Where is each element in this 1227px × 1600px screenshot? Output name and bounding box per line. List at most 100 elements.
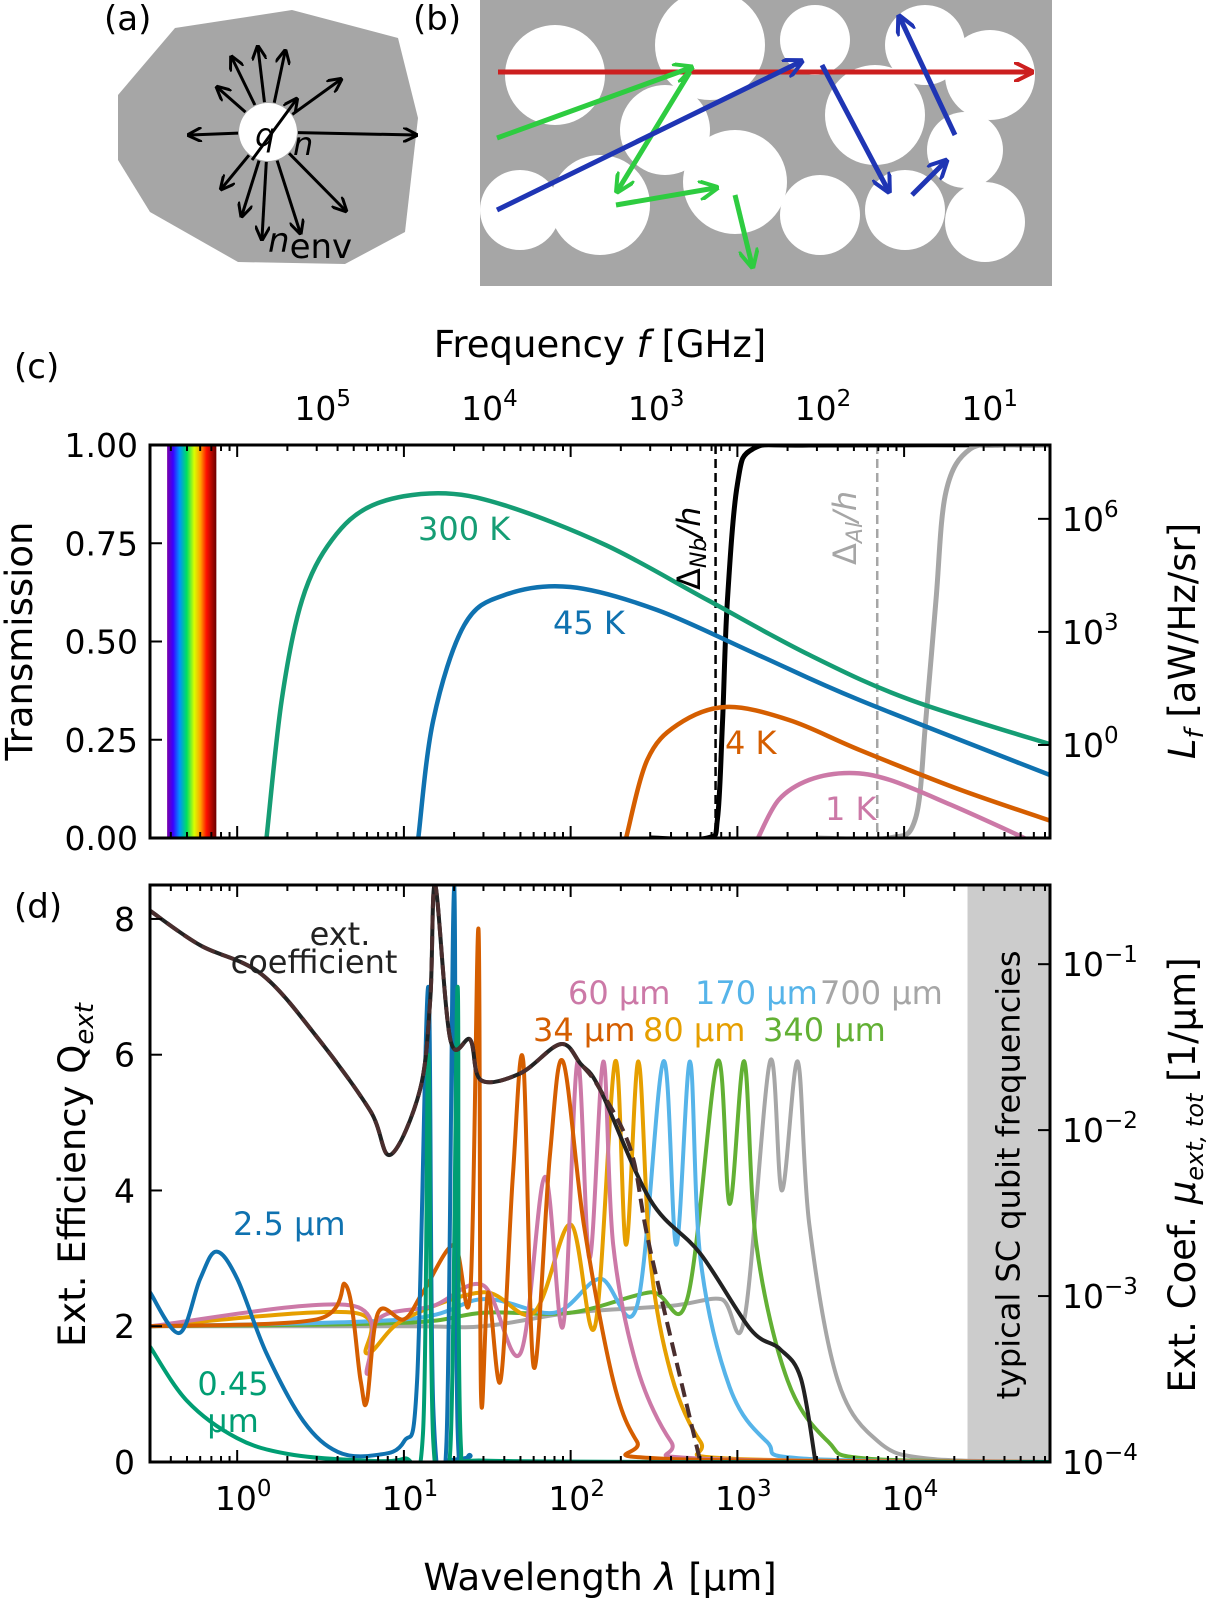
- panel-label-a: (a): [104, 0, 151, 39]
- top-tick-label: 102: [795, 386, 852, 428]
- panel-c-chart: 0.00 0.25 0.50 0.75 1.00 105 104 103 102 101 100 10…: [0, 323, 1210, 858]
- y-tick-label: 2: [114, 1307, 135, 1346]
- ray-arrow-icon: [732, 194, 752, 265]
- arrow-icon: [288, 152, 345, 210]
- scatterer-circle: [927, 112, 1003, 188]
- arrow-icon: [242, 160, 261, 215]
- label-60um: 60 µm: [568, 974, 670, 1012]
- arrow-icon: [218, 88, 247, 114]
- label-2-5um: 2.5 µm: [233, 1205, 346, 1243]
- radiance-curve-45k: [416, 584, 1050, 838]
- label-gap-al: ΔAl/h: [826, 491, 868, 565]
- y-tick-label: 4: [114, 1171, 135, 1210]
- ray-arrow-icon: [495, 62, 800, 213]
- y-axis-title-d: Ext. Efficiency Qext: [51, 1002, 100, 1347]
- arrow-icon: [297, 133, 415, 135]
- ray-arrow-icon: [615, 188, 715, 208]
- scatterer-circle: [780, 175, 860, 255]
- scatterer-circle: [865, 170, 945, 250]
- x-tick-label: 102: [548, 1476, 605, 1518]
- qext-curve-045m: [150, 984, 1050, 1462]
- y-tick-label: 0.50: [65, 623, 138, 662]
- plot-frame-d: [148, 883, 1052, 1464]
- qext-curve-34m: [150, 927, 1050, 1462]
- x-tick-label: 100: [215, 1476, 272, 1518]
- right-tick-label: 10−1: [1062, 942, 1138, 984]
- label-0-45um-line1: 0.45: [197, 1365, 268, 1403]
- label-gap-nb: ΔNb/h: [670, 507, 712, 590]
- arrow-icon: [222, 154, 251, 188]
- top-tick-label: 103: [628, 386, 685, 428]
- qext-curve-340m: [150, 1058, 1050, 1462]
- y-tick-label: 0.75: [65, 524, 138, 563]
- panel-label-d: (d): [14, 887, 62, 927]
- label-ext-line2: coefficient: [231, 943, 398, 981]
- arrow-icon: [291, 80, 340, 116]
- ray-arrow-icon: [910, 162, 945, 197]
- panel-a-diagram: q n nenv: [118, 10, 418, 267]
- y-tick-label: 8: [114, 900, 135, 939]
- y-axis-title-right-d: Ext. Coef. μext, tot [1/µm]: [1161, 957, 1209, 1392]
- y-axis-title-c: Transmission: [0, 521, 41, 761]
- top-tick-label: 104: [461, 386, 518, 428]
- label-q: q: [255, 116, 275, 154]
- radiance-curve-4k: [623, 704, 1050, 838]
- visible-spectrum-band: [167, 445, 217, 838]
- scatterer-circle: [505, 25, 605, 125]
- qubit-frequency-label: typical SC qubit frequencies: [990, 950, 1028, 1399]
- scatterer-circle: [683, 130, 787, 234]
- radiance-curve-300k: [264, 490, 1050, 838]
- label-700um: 700 µm: [820, 974, 943, 1012]
- scatterer-circle: [780, 5, 850, 75]
- arrow-icon: [190, 133, 239, 135]
- label-80um: 80 µm: [643, 1011, 745, 1049]
- x-tick-label: 104: [882, 1476, 939, 1518]
- right-tick-label: 106: [1062, 497, 1119, 539]
- ray-arrow-icon: [900, 18, 958, 137]
- y-tick-label: 0: [114, 1443, 135, 1482]
- scatterer-circle: [480, 170, 560, 250]
- arrow-icon: [272, 52, 285, 103]
- arrow-icon: [275, 160, 300, 232]
- arrow-icon: [262, 161, 266, 238]
- transmission-curve-al: [816, 445, 1050, 838]
- right-tick-label: 103: [1062, 610, 1119, 652]
- panel-label-b: (b): [413, 0, 461, 39]
- arrow-icon: [250, 100, 296, 161]
- right-tick-label: 10−4: [1062, 1440, 1138, 1482]
- ray-arrow-icon: [496, 68, 690, 141]
- label-n: n: [293, 125, 313, 163]
- scatterer-circle: [550, 155, 650, 255]
- scatterer-circle: [945, 182, 1025, 262]
- y-tick-label: 1.00: [65, 426, 138, 465]
- label-300k: 300 K: [418, 510, 511, 548]
- x-axis-title: Wavelength λ [µm]: [423, 1556, 776, 1599]
- panel-d-chart: typical SC qubit frequencies 0 2 4 6 8 100 101…: [51, 883, 1209, 1599]
- scatterer-circle: [825, 65, 925, 165]
- y-tick-label: 0.00: [65, 819, 138, 858]
- label-45k: 45 K: [553, 604, 626, 642]
- scatterer-circle: [945, 30, 1035, 120]
- right-tick-label: 10−3: [1062, 1274, 1138, 1316]
- label-ext-line1: ext.: [310, 915, 371, 953]
- ray-arrows: [495, 18, 1030, 265]
- y-axis-title-right-c: Lf [aW/Hz/sr]: [1161, 523, 1210, 759]
- arrow-icon: [232, 58, 257, 106]
- ray-arrow-icon: [819, 63, 888, 190]
- x-tick-label: 101: [382, 1476, 439, 1518]
- emission-arrows: [190, 48, 415, 238]
- label-4k: 4 K: [725, 724, 778, 762]
- x-tick-label: 103: [715, 1476, 772, 1518]
- qubit-frequency-region: [967, 885, 1050, 1462]
- top-tick-label: 105: [294, 386, 351, 428]
- right-tick-label: 10−2: [1062, 1108, 1138, 1150]
- arrow-icon: [258, 48, 264, 103]
- top-axis-title: Frequency f [GHz]: [434, 323, 766, 366]
- panel-label-c: (c): [14, 347, 59, 387]
- radiance-curve-1k: [755, 770, 1029, 838]
- ext-coefficient-dashed-curve: [150, 885, 703, 1462]
- top-tick-label: 101: [961, 386, 1018, 428]
- y-tick-label: 6: [114, 1036, 135, 1075]
- label-170um: 170 µm: [695, 974, 818, 1012]
